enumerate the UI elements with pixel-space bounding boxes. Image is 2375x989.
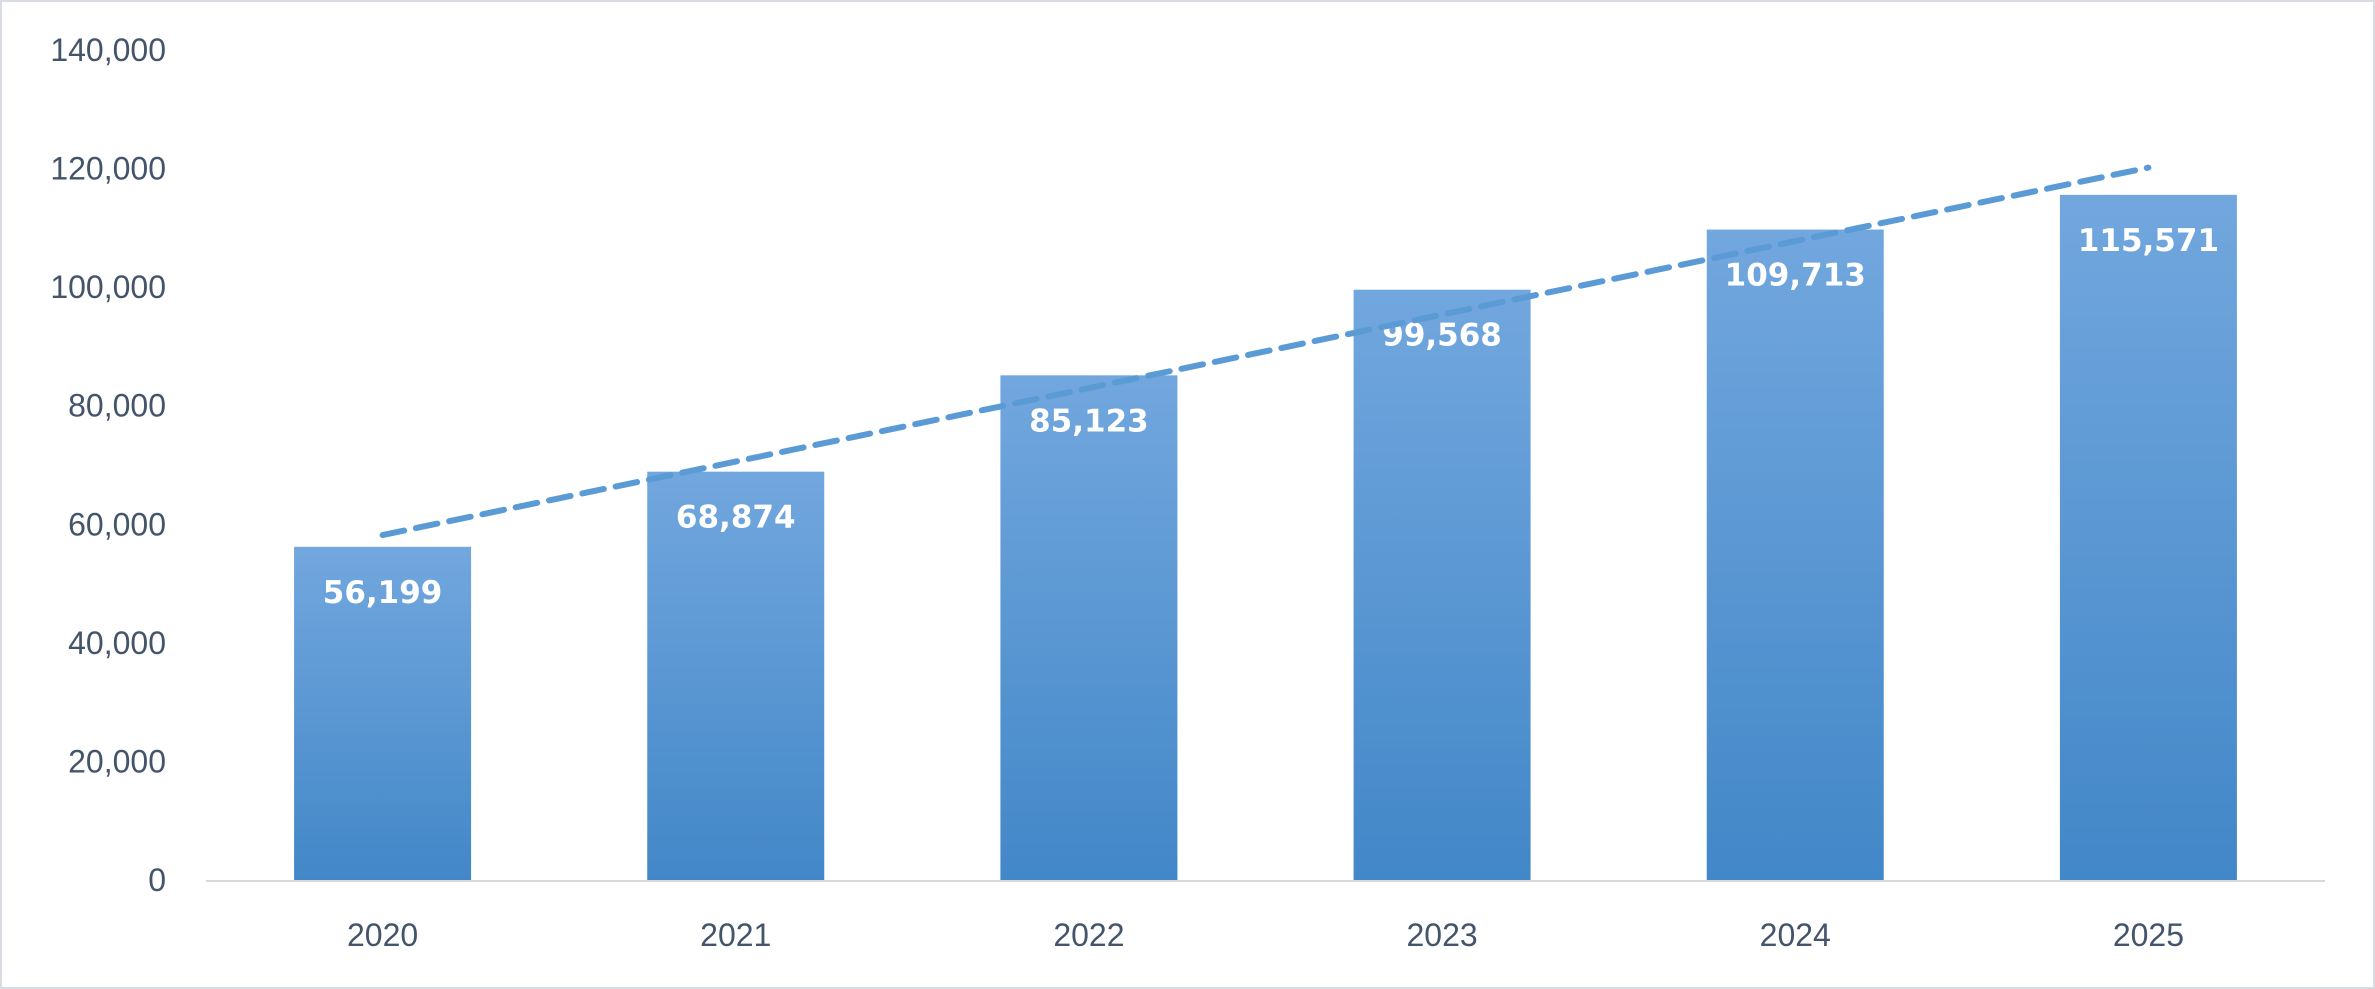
data-label: 56,199 [323, 575, 443, 611]
y-tick-label: 40,000 [68, 625, 166, 661]
y-tick-label: 120,000 [50, 151, 166, 187]
x-tick-label: 2022 [1053, 917, 1124, 953]
data-label: 68,874 [676, 500, 796, 536]
bar-2025 [2059, 194, 2237, 880]
x-tick-label: 2021 [700, 917, 771, 953]
y-tick-label: 0 [148, 862, 166, 898]
bar-2020 [294, 546, 472, 880]
trendline [379, 164, 2152, 539]
data-label: 109,713 [1725, 258, 1866, 294]
x-tick-label: 2023 [1406, 917, 1477, 953]
y-tick-label: 140,000 [50, 32, 166, 68]
bars [294, 194, 2237, 881]
x-tick-label: 2025 [2113, 917, 2184, 953]
y-tick-label: 100,000 [50, 269, 166, 305]
x-tick-label: 2020 [347, 917, 418, 953]
bar-2022 [1000, 375, 1178, 880]
x-axis: 2020 2021 2022 2023 2024 2025 [347, 917, 2184, 953]
y-tick-label: 60,000 [68, 506, 166, 542]
data-label: 85,123 [1029, 403, 1149, 439]
y-axis: 0 20,000 40,000 60,000 80,000 100,000 120,000 1… [50, 32, 166, 898]
y-tick-label: 80,000 [68, 388, 166, 424]
bar-2024 [1706, 229, 1884, 880]
data-label: 115,571 [2078, 223, 2219, 259]
bar-2023 [1353, 289, 1531, 881]
x-tick-label: 2024 [1760, 917, 1831, 953]
y-tick-label: 20,000 [68, 743, 166, 779]
bar-2021 [647, 471, 825, 880]
